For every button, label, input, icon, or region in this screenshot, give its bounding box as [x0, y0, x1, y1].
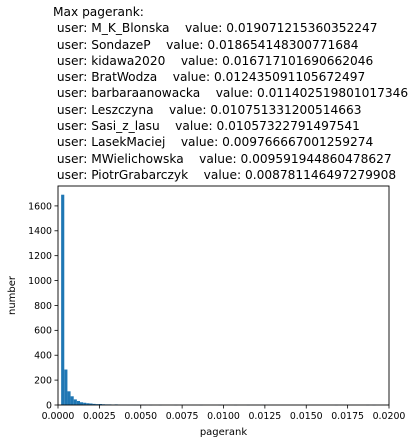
x-tick-label: 0.0075 [166, 411, 199, 422]
plot-frame [57, 185, 390, 406]
summary-line: user: LasekMaciej value: 0.0097666670012… [53, 135, 374, 150]
summary-line: user: kidawa2020 value: 0.01671710169066… [53, 53, 374, 68]
histogram-bar [67, 391, 71, 405]
histogram-bar [92, 403, 96, 405]
summary-line: user: MWielichowska value: 0.00959194486… [53, 151, 392, 166]
histogram-bar [61, 194, 65, 405]
summary-line: user: M_K_Blonska value: 0.0190712153603… [53, 21, 378, 36]
histogram-bar [98, 404, 103, 405]
y-tick-label: 800 [34, 301, 52, 312]
summary-line: user: barbaraanowacka value: 0.011402519… [53, 86, 409, 101]
x-tick-label: 0.0100 [207, 411, 240, 422]
y-tick-label: 1600 [28, 201, 52, 212]
y-tick-label: 400 [34, 351, 52, 362]
x-tick-label: 0.0025 [83, 411, 116, 422]
histogram-bar [89, 403, 93, 405]
y-tick-label: 0 [46, 400, 52, 411]
summary-title: Max pagerank: [53, 5, 144, 19]
summary-line: user: PiotrGrabarczyk value: 0.008781146… [53, 167, 397, 182]
x-tick-label: 0.0150 [290, 411, 323, 422]
x-axis-ticks: 0.0000 0.0025 0.0050 0.0075 0.0100 0.0125 0.01… [42, 405, 406, 422]
x-axis-label: pagerank [200, 427, 248, 438]
summary-line: user: SondazeP value: 0.0186541483007716… [53, 37, 359, 52]
histogram-bar [83, 402, 87, 405]
histogram-bar [70, 396, 74, 405]
x-tick-label: 0.0050 [124, 411, 157, 422]
histogram-bars [61, 194, 376, 406]
histogram-bar [64, 369, 68, 405]
x-tick-label: 0.0200 [373, 411, 406, 422]
histogram-bar [80, 402, 84, 405]
x-tick-label: 0.0000 [42, 411, 75, 422]
summary-line: user: BratWodza value: 0.012435091105672… [53, 70, 366, 85]
y-axis-label: number [7, 275, 18, 315]
y-tick-label: 1400 [28, 226, 52, 237]
y-tick-label: 1000 [28, 276, 52, 287]
y-tick-label: 200 [34, 376, 52, 387]
y-tick-label: 600 [34, 326, 52, 337]
y-tick-label: 1200 [28, 251, 52, 262]
x-tick-label: 0.0175 [331, 411, 364, 422]
summary-line: user: Sasi_z_lasu value: 0.0105732279149… [53, 119, 360, 134]
y-axis-ticks: 0 200 400 600 800 1000 1200 1400 1600 [28, 201, 58, 411]
histogram-bar [76, 401, 81, 405]
histogram-bar [73, 399, 77, 405]
pagerank-summary: Max pagerank: user: M_K_Blonska value: 0… [53, 4, 409, 183]
summary-line: user: Leszczyna value: 0.010751331200514… [53, 102, 362, 117]
x-tick-label: 0.0125 [248, 411, 281, 422]
histogram-bar [86, 403, 90, 405]
